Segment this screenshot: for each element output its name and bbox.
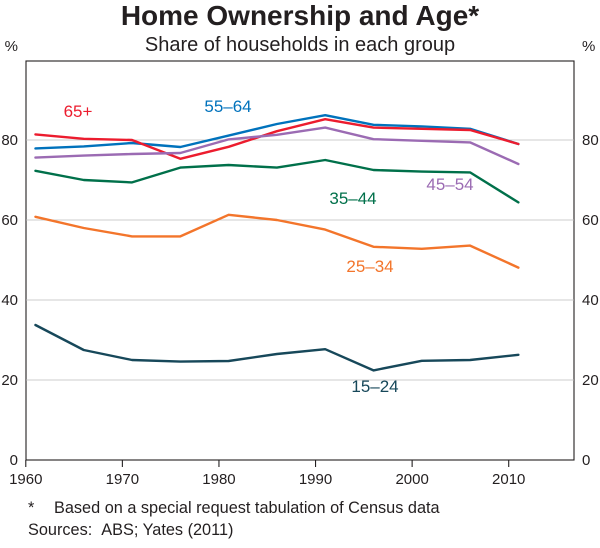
svg-text:1970: 1970 [106, 471, 139, 488]
svg-text:%: % [582, 38, 595, 55]
svg-text:40: 40 [582, 292, 599, 309]
svg-text:55–64: 55–64 [204, 97, 251, 116]
svg-text:25–34: 25–34 [346, 257, 393, 276]
svg-text:60: 60 [582, 212, 599, 229]
svg-text:20: 20 [1, 372, 18, 389]
svg-text:0: 0 [10, 452, 18, 469]
svg-text:80: 80 [1, 132, 18, 149]
svg-text:1980: 1980 [202, 471, 235, 488]
svg-text:35–44: 35–44 [329, 189, 376, 208]
svg-text:2010: 2010 [492, 471, 525, 488]
svg-text:1960: 1960 [9, 471, 42, 488]
svg-text:%: % [5, 38, 18, 55]
svg-text:60: 60 [1, 212, 18, 229]
svg-text:45–54: 45–54 [426, 175, 473, 194]
svg-text:40: 40 [1, 292, 18, 309]
svg-text:0: 0 [582, 452, 590, 469]
svg-text:80: 80 [582, 132, 599, 149]
svg-text:2000: 2000 [395, 471, 428, 488]
svg-text:1990: 1990 [299, 471, 332, 488]
svg-text:20: 20 [582, 372, 599, 389]
svg-text:15–24: 15–24 [351, 377, 398, 396]
svg-text:65+: 65+ [64, 102, 93, 121]
